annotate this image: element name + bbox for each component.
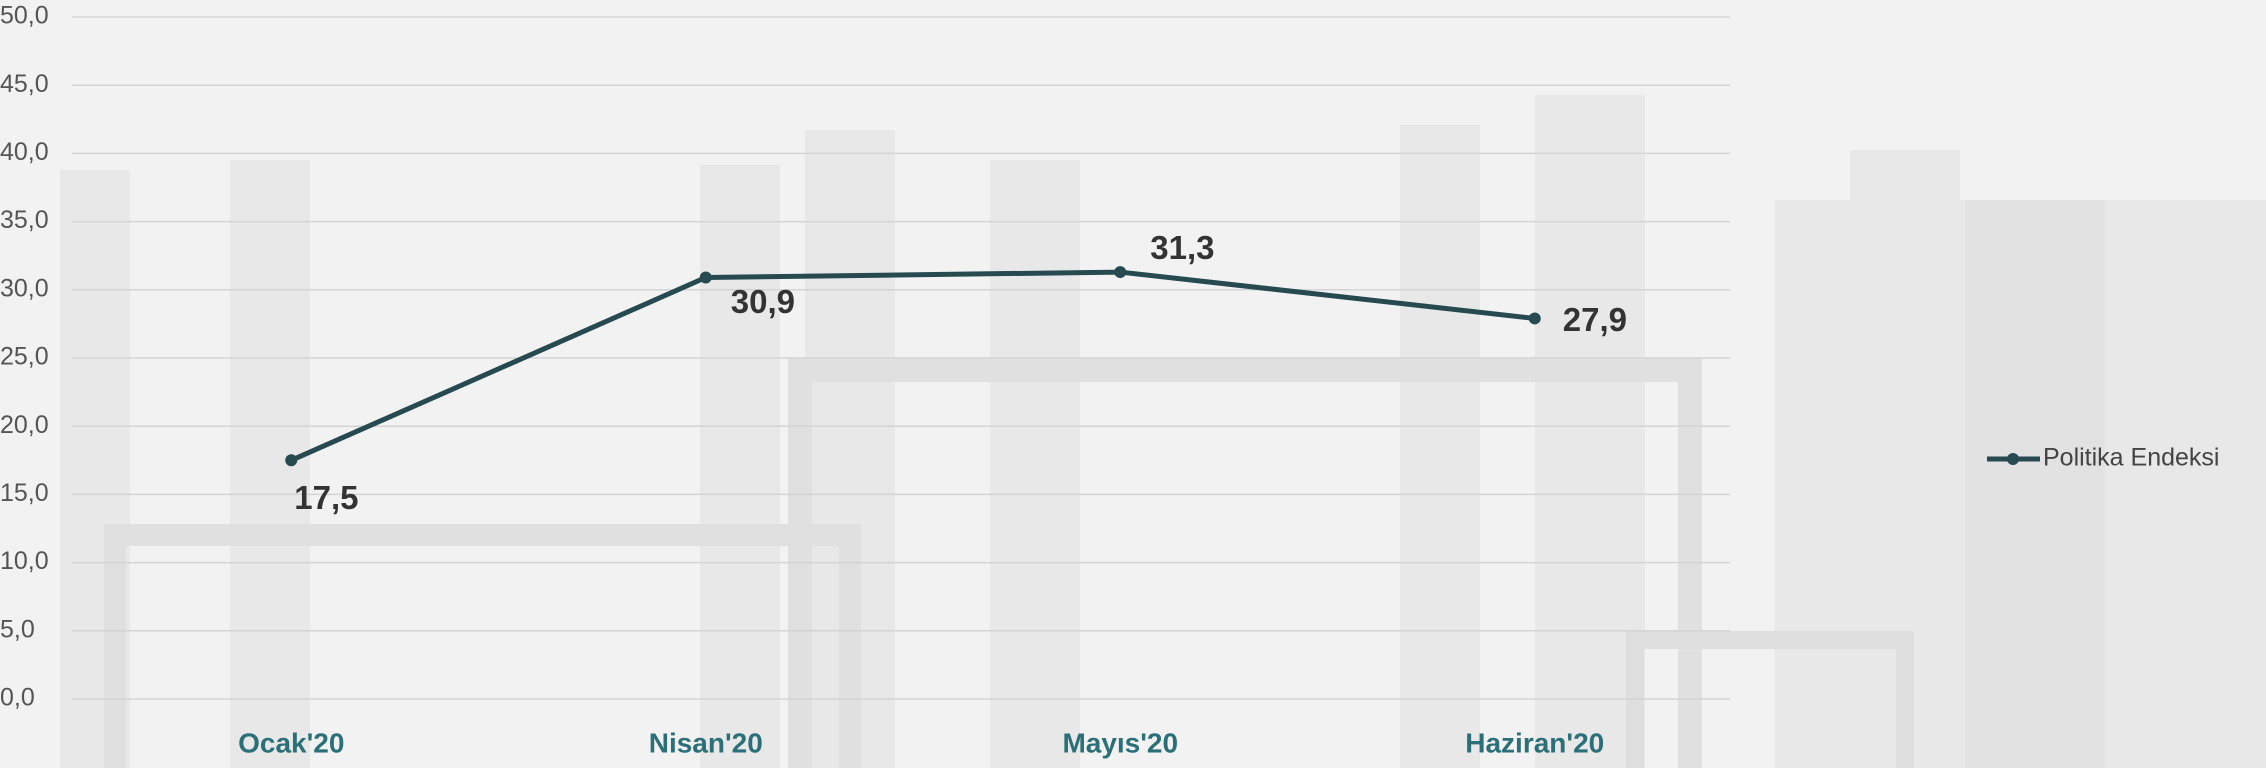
x-tick-label: Nisan'20 [649,727,763,758]
y-tick-label: 50,0 [0,2,49,30]
x-tick-label: Mayıs'20 [1062,727,1178,758]
point [1114,266,1126,278]
legend-label: Politika Endeksi [2043,444,2219,472]
y-tick-label: 0,0 [0,684,35,712]
value-label: 17,5 [294,479,358,516]
point [1529,312,1541,324]
y-tick-label: 20,0 [0,411,49,439]
y-tick-label: 35,0 [0,206,49,234]
value-label: 31,3 [1150,229,1214,266]
chart: 0,0 5,0 10,0 15,0 20,0 25,0 30,0 35,0 40,0 45,0 50… [0,0,2266,768]
y-tick-label: 10,0 [0,547,49,575]
y-tick-label: 25,0 [0,343,49,371]
point [700,272,712,284]
background-image [60,95,2266,768]
y-tick-label: 45,0 [0,70,49,98]
y-tick-label: 40,0 [0,138,49,166]
y-tick-label: 30,0 [0,274,49,302]
point [285,454,297,466]
value-label: 27,9 [1563,301,1627,338]
legend-marker [2007,453,2019,465]
page: {"chart_data": {"type": "line", "categor… [0,0,2266,768]
x-tick-label: Haziran'20 [1465,727,1604,758]
y-tick-label: 15,0 [0,479,49,507]
x-tick-label: Ocak'20 [238,727,344,758]
y-tick-label: 5,0 [0,615,35,643]
value-label: 30,9 [731,283,795,320]
